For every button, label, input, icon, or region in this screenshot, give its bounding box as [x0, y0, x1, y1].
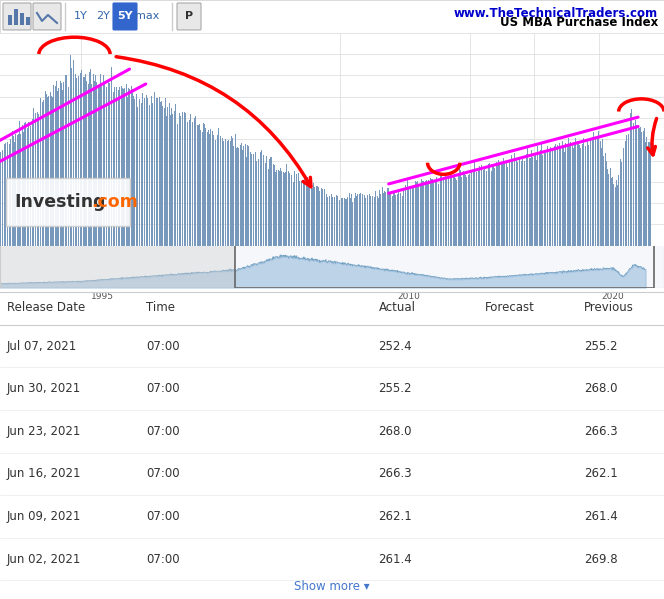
Bar — [8, 15, 12, 25]
Text: Jun 30, 2021: Jun 30, 2021 — [7, 382, 81, 395]
Text: Investing: Investing — [15, 193, 106, 211]
Bar — [623, 286, 654, 287]
Text: 255.2: 255.2 — [378, 382, 412, 395]
Text: 252.4: 252.4 — [378, 340, 412, 353]
Text: Jun 16, 2021: Jun 16, 2021 — [7, 467, 81, 480]
Text: 266.3: 266.3 — [584, 425, 618, 438]
Text: Jul 07, 2021: Jul 07, 2021 — [7, 340, 77, 353]
FancyBboxPatch shape — [7, 177, 129, 226]
Text: 2Y: 2Y — [96, 11, 110, 22]
Bar — [235, 286, 266, 287]
Text: 07:00: 07:00 — [146, 340, 180, 353]
Bar — [0, 242, 235, 288]
Text: .com: .com — [92, 193, 138, 211]
Text: Jun 02, 2021: Jun 02, 2021 — [7, 552, 81, 565]
Text: Previous: Previous — [584, 301, 634, 314]
Text: 07:00: 07:00 — [146, 425, 180, 438]
Text: Actual: Actual — [378, 301, 416, 314]
Bar — [20, 13, 24, 25]
Bar — [14, 9, 18, 25]
FancyBboxPatch shape — [113, 3, 137, 30]
Text: 07:00: 07:00 — [146, 510, 180, 523]
FancyBboxPatch shape — [3, 3, 31, 30]
Text: Show more ▾: Show more ▾ — [294, 580, 370, 593]
Text: www.TheTechnicalTraders.com: www.TheTechnicalTraders.com — [454, 7, 658, 20]
Text: 268.0: 268.0 — [584, 382, 618, 395]
Text: P: P — [185, 11, 193, 22]
Text: 261.4: 261.4 — [378, 552, 412, 565]
FancyBboxPatch shape — [177, 3, 201, 30]
Text: 262.1: 262.1 — [378, 510, 412, 523]
Bar — [26, 17, 30, 25]
Text: 262.1: 262.1 — [584, 467, 618, 480]
Text: 255.2: 255.2 — [584, 340, 618, 353]
Text: 07:00: 07:00 — [146, 467, 180, 480]
Text: Release Date: Release Date — [7, 301, 85, 314]
Bar — [235, 242, 654, 288]
Text: Jun 23, 2021: Jun 23, 2021 — [7, 425, 81, 438]
Text: 07:00: 07:00 — [146, 552, 180, 565]
Text: 261.4: 261.4 — [584, 510, 618, 523]
Text: US MBA Purchase Index: US MBA Purchase Index — [500, 16, 658, 29]
Text: Jun 09, 2021: Jun 09, 2021 — [7, 510, 81, 523]
Text: 07:00: 07:00 — [146, 382, 180, 395]
Text: Time: Time — [146, 301, 175, 314]
Text: 266.3: 266.3 — [378, 467, 412, 480]
Text: 268.0: 268.0 — [378, 425, 412, 438]
Text: 269.8: 269.8 — [584, 552, 618, 565]
Text: 5Y: 5Y — [117, 11, 133, 22]
Text: max: max — [135, 11, 159, 22]
Text: 1Y: 1Y — [74, 11, 88, 22]
Text: Forecast: Forecast — [485, 301, 535, 314]
FancyBboxPatch shape — [33, 3, 61, 30]
